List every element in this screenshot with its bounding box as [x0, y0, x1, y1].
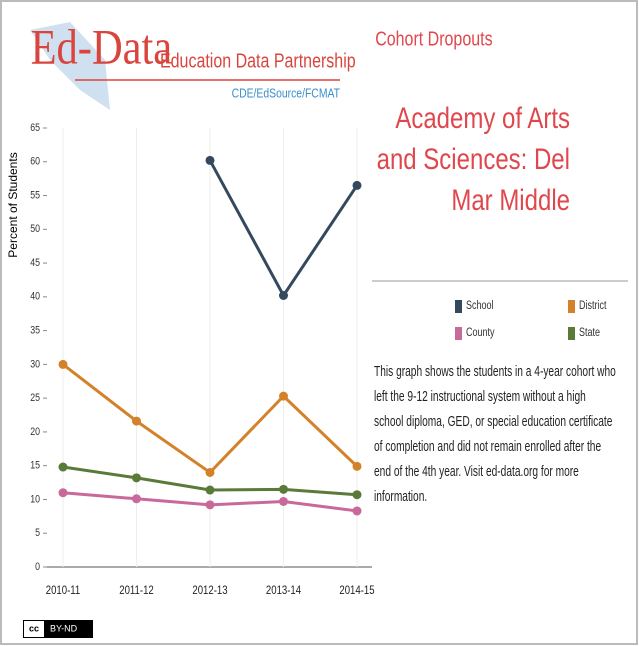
description: information. [374, 487, 427, 505]
point [132, 416, 141, 426]
logo: Ed-Data Education Data Partnership CDE/E… [30, 20, 356, 110]
point [205, 155, 215, 165]
point [352, 461, 362, 471]
point [279, 290, 288, 300]
y-tick-label: 60 [30, 156, 40, 168]
point [352, 180, 362, 190]
y-tick-label: 35 [30, 325, 40, 337]
legend-label: District [579, 299, 607, 313]
point [205, 467, 215, 477]
school-name: Academy of Arts [395, 100, 570, 134]
x-tick-label: 2013-14 [266, 584, 301, 597]
description: school diploma, GED, or special educatio… [374, 412, 612, 430]
badge-icon: cc [29, 623, 39, 633]
school-name: Mar Middle [451, 182, 570, 216]
y-tick-label: 65 [30, 122, 40, 134]
point [279, 391, 288, 401]
badge-text: BY-ND [50, 623, 78, 633]
y-tick-label: 15 [30, 460, 40, 472]
y-tick-label: 25 [30, 392, 40, 404]
description: This graph shows the students in a 4-yea… [374, 362, 616, 380]
legend-label: County [466, 326, 495, 340]
y-tick-label: 40 [30, 291, 40, 303]
logo-sub: Education Data Partnership [160, 50, 356, 72]
y-tick-label: 45 [30, 257, 40, 269]
school-name: and Sciences: Del [377, 141, 570, 175]
point [279, 484, 288, 494]
legend-label: State [579, 326, 600, 340]
license-badge: cc BY-ND [23, 620, 93, 638]
x-tick-label: 2014-15 [339, 584, 374, 597]
legend-swatch [455, 327, 462, 340]
badge-icon-bg [24, 621, 44, 637]
description: end of the 4th year. Visit ed-data.org f… [374, 462, 579, 480]
logo-partners: CDE/EdSource/FCMAT [232, 86, 340, 100]
description: of completion and did not remain enrolle… [374, 437, 601, 455]
y-tick-label: 50 [30, 223, 40, 235]
y-tick-label: 0 [35, 561, 40, 573]
point [58, 488, 68, 498]
point [205, 485, 215, 495]
description: left the 9-12 instructional system witho… [374, 387, 586, 405]
point [132, 473, 141, 483]
legend-swatch [568, 327, 575, 340]
y-tick-label: 10 [30, 494, 40, 506]
legend-swatch [568, 300, 575, 313]
point [205, 500, 215, 510]
point [352, 490, 362, 500]
point [58, 462, 68, 472]
point [279, 496, 288, 506]
y-tick-label: 5 [35, 527, 40, 539]
point [58, 359, 68, 369]
x-tick-label: 2011-12 [119, 584, 154, 597]
point [352, 506, 362, 516]
x-tick-label: 2012-13 [192, 584, 227, 597]
legend-swatch [455, 300, 462, 313]
x-tick-label: 2010-11 [46, 584, 81, 597]
point [132, 494, 141, 504]
y-tick-label: 55 [30, 190, 40, 202]
logo-map [30, 22, 110, 110]
section-title: Cohort Dropouts [375, 28, 492, 50]
logo-main: Ed-Data [31, 20, 173, 75]
legend-label: School [466, 299, 493, 313]
y-tick-label: 20 [30, 426, 40, 438]
y-axis-label: Percent of Students [6, 152, 20, 257]
y-tick-label: 30 [30, 358, 40, 370]
